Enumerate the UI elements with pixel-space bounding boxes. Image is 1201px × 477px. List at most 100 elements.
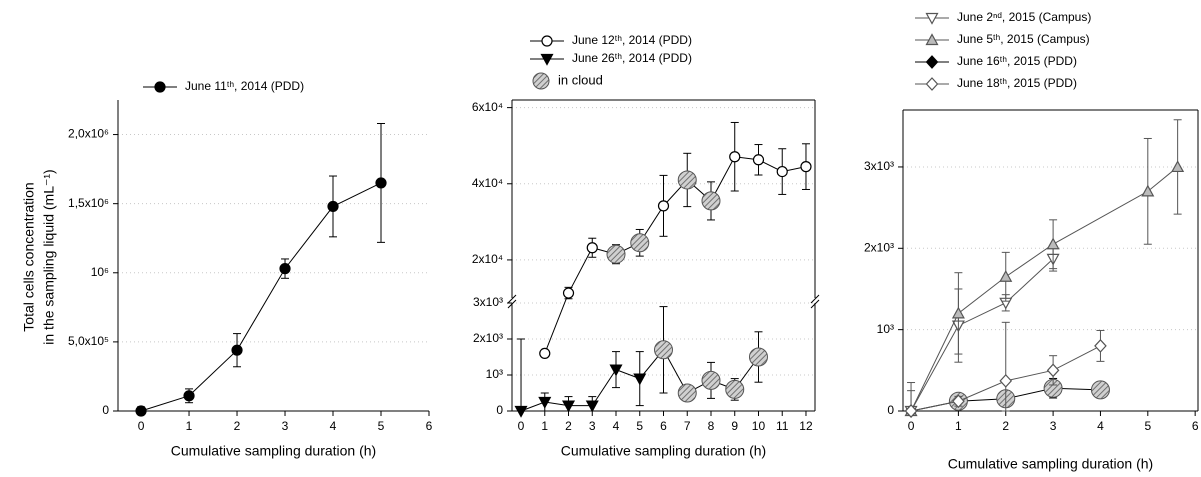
legend-label: June 11ᵗʰ, 2014 (PDD)	[185, 79, 304, 93]
y-tick-label: 0	[496, 403, 503, 417]
marker	[951, 306, 965, 319]
x-tick-label: 4	[1097, 419, 1104, 433]
marker	[729, 151, 741, 163]
marker	[999, 374, 1013, 388]
x-tick-label: 6	[660, 419, 667, 433]
y-tick-label: 6x10⁴	[472, 100, 503, 114]
cloud-marker	[701, 191, 721, 211]
marker	[586, 242, 598, 254]
legend-marker	[532, 72, 550, 90]
legend-label: June 5ᵗʰ, 2015 (Campus)	[957, 32, 1090, 46]
x-tick-label: 5	[378, 419, 385, 433]
axis-break	[507, 299, 517, 309]
y-tick-label: 10³	[486, 367, 503, 381]
axis-break	[810, 299, 820, 309]
x-tick-label: 1	[541, 419, 548, 433]
legend-marker	[541, 35, 553, 47]
legend-marker	[925, 12, 939, 25]
marker	[752, 154, 765, 166]
x-tick-label: 7	[684, 419, 691, 433]
marker	[952, 394, 965, 409]
marker	[231, 344, 243, 356]
y-tick-label: 1,5x10⁶	[68, 196, 109, 210]
x-tick-label: 10	[752, 419, 766, 433]
legend-label: June 12ᵗʰ, 2014 (PDD)	[572, 33, 692, 47]
y-tick-label: 2,0x10⁶	[68, 127, 109, 141]
marker	[538, 396, 552, 409]
y-tick-label: 5,0x10⁵	[68, 334, 109, 348]
cloud-marker	[725, 379, 745, 399]
marker	[999, 270, 1013, 282]
y-tick-label: 2x10⁴	[472, 252, 503, 266]
x-tick-label: 3	[1050, 419, 1057, 433]
y-tick-label: 3x10³	[473, 295, 503, 309]
x-tick-label: 1	[186, 419, 193, 433]
marker	[585, 400, 599, 413]
marker	[904, 404, 918, 418]
y-tick-label: 2x10³	[473, 331, 503, 345]
marker	[514, 405, 528, 418]
cloud-marker	[606, 244, 626, 264]
series-line	[140, 182, 382, 412]
cloud-marker	[701, 370, 721, 390]
series-line	[910, 166, 1178, 412]
y-tick-label: 10⁶	[91, 265, 109, 279]
legend-marker	[540, 53, 554, 66]
axis-break	[810, 294, 820, 304]
marker	[183, 390, 195, 402]
x-tick-label: 0	[138, 419, 145, 433]
x-axis-label: Cumulative sampling duration (h)	[171, 443, 376, 459]
marker	[1094, 339, 1107, 353]
marker	[609, 364, 623, 377]
x-tick-label: 2	[234, 419, 241, 433]
series-line	[910, 258, 1054, 412]
x-tick-label: 2	[1002, 419, 1009, 433]
y-tick-label: 10³	[877, 322, 894, 336]
x-axis-label: Cumulative sampling duration (h)	[561, 443, 766, 459]
y-tick-label: 3x10³	[864, 159, 894, 173]
x-tick-label: 6	[1192, 419, 1199, 433]
axis-break	[507, 294, 517, 304]
x-axis-label: Cumulative sampling duration (h)	[948, 456, 1153, 472]
y-tick-label: 0	[102, 403, 109, 417]
cloud-marker	[630, 233, 650, 253]
x-tick-label: 3	[282, 419, 289, 433]
marker	[375, 177, 387, 189]
y-tick-label: 2x10³	[864, 240, 894, 254]
marker	[562, 287, 575, 299]
x-tick-label: 5	[1144, 419, 1151, 433]
cloud-marker	[748, 347, 768, 367]
x-tick-label: 12	[799, 419, 813, 433]
marker	[1046, 363, 1060, 378]
marker	[279, 263, 291, 275]
x-tick-label: 3	[589, 419, 596, 433]
x-tick-label: 8	[708, 419, 715, 433]
y-tick-label: 4x10⁴	[472, 176, 503, 190]
legend-label: June 18ᵗʰ, 2015 (PDD)	[957, 76, 1077, 90]
legend-marker	[925, 33, 939, 46]
y-tick-label: 0	[887, 403, 894, 417]
marker	[562, 400, 576, 413]
legend-label: June 16ᵗʰ, 2015 (PDD)	[957, 54, 1077, 68]
marker	[539, 347, 551, 359]
y-axis-label: Total cells concentration	[21, 182, 37, 331]
x-tick-label: 5	[636, 419, 643, 433]
x-tick-label: 0	[518, 419, 525, 433]
x-tick-label: 9	[731, 419, 738, 433]
marker	[800, 161, 812, 173]
y-axis-label: in the sampling liquid (mL⁻¹)	[41, 169, 57, 344]
series-line	[544, 156, 807, 354]
marker	[633, 373, 647, 386]
x-tick-label: 0	[908, 419, 915, 433]
legend-marker	[925, 55, 939, 69]
marker	[657, 200, 670, 212]
x-tick-label: 1	[955, 419, 962, 433]
marker	[135, 405, 147, 417]
x-tick-label: 2	[565, 419, 572, 433]
x-tick-label: 4	[613, 419, 620, 433]
cloud-marker	[677, 383, 697, 403]
legend-label: June 2ⁿᵈ, 2015 (Campus)	[957, 10, 1091, 24]
legend-marker	[925, 77, 939, 91]
cloud-marker	[654, 340, 673, 360]
